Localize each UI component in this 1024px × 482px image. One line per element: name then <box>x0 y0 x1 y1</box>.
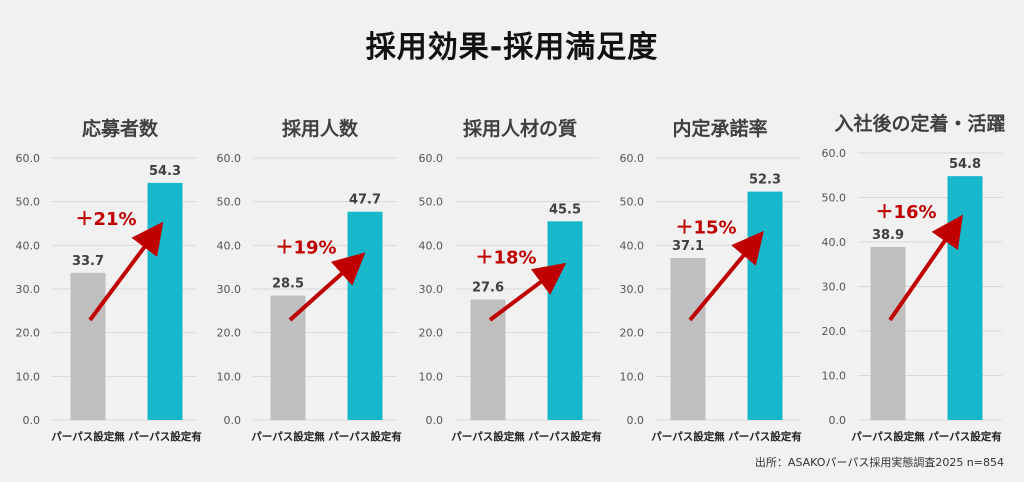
y-tick-label: 50.0 <box>822 192 847 205</box>
y-tick-label: 10.0 <box>217 370 242 383</box>
category-label: パーパス設定有 <box>928 430 1002 443</box>
bar <box>270 295 306 420</box>
y-tick-label: 30.0 <box>16 283 41 296</box>
data-label: 45.5 <box>549 202 581 217</box>
y-tick-label: 40.0 <box>620 239 645 252</box>
category-label: パーパス設定有 <box>128 430 202 443</box>
increase-label: ＋18% <box>475 247 536 268</box>
y-tick-label: 20.0 <box>419 327 444 340</box>
y-tick-label: 0.0 <box>426 414 444 427</box>
panel-title: 内定承諾率 <box>672 117 767 140</box>
bar <box>70 272 106 420</box>
bar <box>670 257 706 420</box>
data-label: 27.6 <box>472 280 504 295</box>
y-tick-label: 30.0 <box>822 281 847 294</box>
increase-arrow <box>688 230 764 322</box>
page-title: 採用効果-採用満足度 <box>365 30 659 65</box>
y-tick-label: 60.0 <box>16 152 41 165</box>
increase-label: ＋15% <box>675 218 736 239</box>
data-label: 54.3 <box>149 164 181 179</box>
y-tick-label: 50.0 <box>217 196 242 209</box>
data-label: 52.3 <box>749 173 781 188</box>
y-tick-label: 30.0 <box>419 283 444 296</box>
category-label: パーパス設定無 <box>851 430 925 443</box>
y-tick-label: 40.0 <box>822 236 847 249</box>
increase-arrow <box>888 214 963 322</box>
y-tick-label: 10.0 <box>620 370 645 383</box>
bar <box>147 182 183 420</box>
data-label: 37.1 <box>672 239 704 254</box>
y-tick-label: 40.0 <box>217 239 242 252</box>
panel-title: 採用人数 <box>282 117 359 140</box>
increase-arrow <box>488 262 567 322</box>
y-tick-label: 10.0 <box>16 370 41 383</box>
chart-panel: 採用人数 0.0 10.0 20.0 30.0 40.0 50.0 60.0 28.5 パーパス設… <box>217 117 403 443</box>
bar <box>347 211 383 420</box>
category-label: パーパス設定有 <box>328 430 402 443</box>
y-tick-label: 0.0 <box>23 414 41 427</box>
increase-arrow <box>288 252 366 322</box>
category-label: パーパス設定無 <box>51 430 125 443</box>
y-tick-label: 60.0 <box>419 152 444 165</box>
category-label: パーパス設定無 <box>251 430 325 443</box>
chart-panel: 採用人材の質 0.0 10.0 20.0 30.0 40.0 50.0 60.0 27.6 パーパ… <box>419 117 603 443</box>
y-tick-label: 10.0 <box>822 370 847 383</box>
bar <box>947 176 983 420</box>
y-tick-label: 50.0 <box>16 196 41 209</box>
y-tick-label: 20.0 <box>16 327 41 340</box>
data-label: 38.9 <box>872 228 904 243</box>
y-tick-label: 20.0 <box>620 327 645 340</box>
y-tick-label: 40.0 <box>419 239 444 252</box>
category-label: パーパス設定有 <box>728 430 802 443</box>
category-label: パーパス設定無 <box>651 430 725 443</box>
increase-label: ＋19% <box>275 238 336 259</box>
increase-label: ＋16% <box>875 202 936 223</box>
y-tick-label: 10.0 <box>419 370 444 383</box>
bar <box>470 299 506 420</box>
y-tick-label: 60.0 <box>822 147 847 160</box>
panel-title: 入社後の定着・活躍 <box>834 112 1005 135</box>
y-tick-label: 30.0 <box>217 283 242 296</box>
category-label: パーパス設定有 <box>528 430 602 443</box>
category-label: パーパス設定無 <box>451 430 525 443</box>
chart-panel: 内定承諾率 0.0 10.0 20.0 30.0 40.0 50.0 60.0 37.1 パーパス… <box>620 117 803 443</box>
data-label: 47.7 <box>349 193 381 208</box>
y-tick-label: 60.0 <box>217 152 242 165</box>
panel-title: 応募者数 <box>82 117 159 140</box>
data-label: 54.8 <box>949 157 981 172</box>
y-tick-label: 60.0 <box>620 152 645 165</box>
y-tick-label: 30.0 <box>620 283 645 296</box>
data-label: 28.5 <box>272 277 304 292</box>
y-tick-label: 20.0 <box>217 327 242 340</box>
y-tick-label: 0.0 <box>829 414 847 427</box>
panel-title: 採用人材の質 <box>463 117 577 140</box>
chart-panel: 入社後の定着・活躍 0.0 10.0 20.0 30.0 40.0 50.0 60.0 38.9… <box>822 112 1006 443</box>
chart-panel: 応募者数 0.0 10.0 20.0 30.0 40.0 50.0 60.0 33.7 パーパス設… <box>16 117 203 443</box>
increase-arrow <box>88 221 164 322</box>
y-tick-label: 0.0 <box>224 414 242 427</box>
increase-label: ＋21% <box>75 209 136 230</box>
y-tick-label: 0.0 <box>627 414 645 427</box>
bar <box>870 246 906 420</box>
y-tick-label: 50.0 <box>620 196 645 209</box>
source-note: 出所：ASAKOパーパス採用実態調査2025 n=854 <box>754 456 1004 469</box>
y-tick-label: 40.0 <box>16 239 41 252</box>
bar <box>747 191 783 420</box>
y-tick-label: 20.0 <box>822 325 847 338</box>
bar <box>547 221 583 420</box>
y-tick-label: 50.0 <box>419 196 444 209</box>
data-label: 33.7 <box>72 254 104 269</box>
